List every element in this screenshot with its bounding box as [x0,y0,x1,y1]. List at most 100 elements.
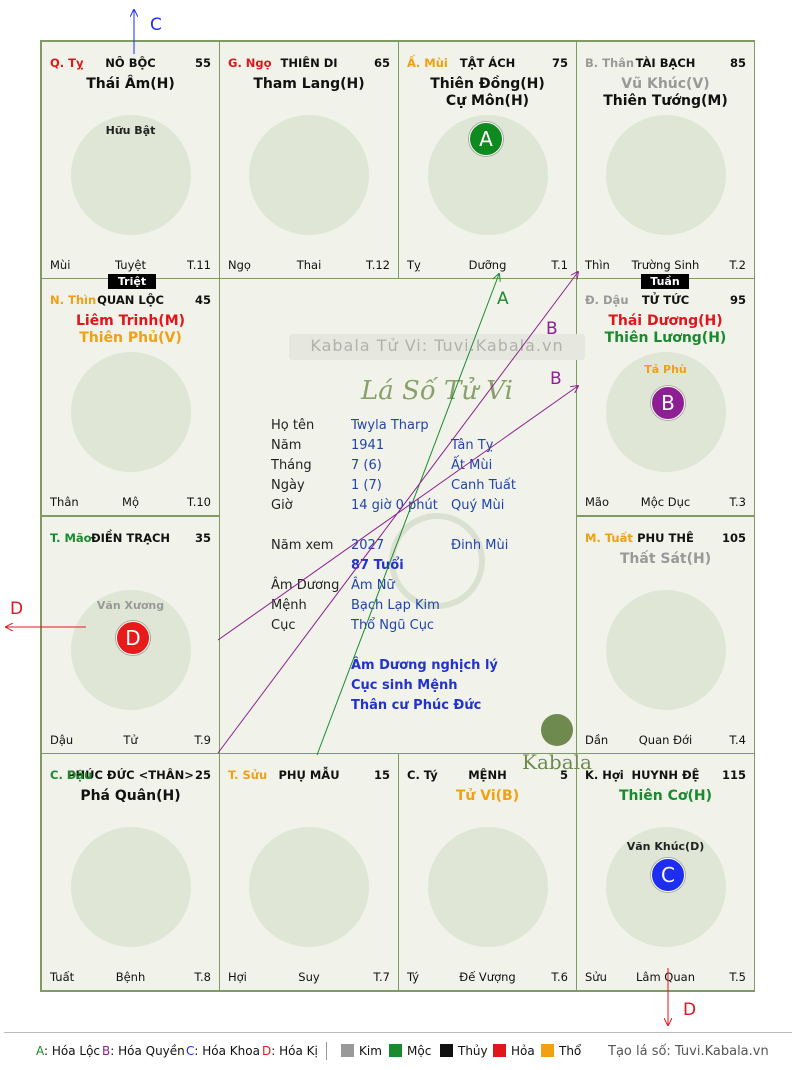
branch-label: Ngọ [228,258,251,272]
legend-divider [4,1032,792,1033]
star-name: Thiên Đồng(H) [430,76,545,92]
palace-cell[interactable]: THIÊN DI G. Ngọ 65 Tham Lang(H) Thai Ngọ T.12 [219,41,399,279]
can-chi-label: T. Sửu [228,768,268,782]
arrow-label-c: C [150,15,162,35]
star-name: Thiên Phủ(V) [79,330,182,346]
month-label: T.5 [729,970,746,984]
palace-cell[interactable]: PHÚC ĐỨC <THÂN> C. Dậu 25 Phá Quân(H) Bệnh Tu… [41,753,220,991]
star-name: Vũ Khúc(V) [621,76,710,92]
major-stars: Thiên Đồng(H) Cự Môn(H) [399,76,576,110]
month-label: T.8 [194,970,211,984]
info-value: Thổ Ngũ Cục [351,618,435,633]
branch-label: Tuất [50,970,75,984]
legend-bar: A: Hóa Lộc B: Hóa Quyền C: Hóa Khoa D: H… [0,1030,796,1070]
tuan-tag: Tuần [641,274,689,289]
palace-header: TẬT ÁCH Ấ. Mùi 75 [407,56,568,70]
watermark-text: Kabala Tử Vi: Tuvi.Kabala.vn [310,336,564,355]
legend-thuy: Thủy [440,1044,488,1058]
palace-footer: Thai Ngọ T.12 [228,258,390,272]
palace-cell[interactable]: HUYNH ĐỆ K. Hợi 115 Thiên Cơ(H) Văn Khúc(D) C… [576,753,755,991]
life-stage: Quan Đới [638,733,693,747]
arrow-label-d1: D [10,599,23,619]
minor-star: Văn Khúc(D) [626,840,705,853]
can-chi-label: B. Thân [585,56,635,70]
legend-kim: Kim [341,1044,382,1058]
palace-footer: Suy Hợi T.7 [228,970,390,984]
palace-header: TÀI BẠCH B. Thân 85 [585,56,746,70]
chart-note: Thân cư Phúc Đức [351,698,482,713]
can-chi-label: Q. Tỵ [50,56,84,70]
month-label: T.7 [373,970,390,984]
info-label: Tháng [271,458,312,473]
can-chi-label: C. Dậu [50,768,93,782]
info-value: Âm Nữ [351,578,395,593]
can-chi-label: N. Thìn [50,293,97,307]
transformation-badge-a: A [469,122,503,156]
palace-cell[interactable]: TỬ TỨC Đ. Dậu 95 Thái Dương(H) Thiên Lương(H… [576,278,755,516]
month-label: T.2 [729,258,746,272]
palace-cell[interactable]: ĐIỀN TRẠCH T. Mão 35 Văn Xương D Tử Dậu T.9 [41,516,220,754]
palace-header: THIÊN DI G. Ngọ 65 [228,56,390,70]
age-range: 115 [721,768,746,782]
transformation-badge-b: B [651,386,685,420]
month-label: T.10 [187,495,211,509]
palace-name: PHỤ MẪU [278,768,340,782]
thuy-swatch [440,1044,453,1057]
age-range: 5 [559,768,568,782]
palace-header: HUYNH ĐỆ K. Hợi 115 [585,768,746,782]
life-stage: Dưỡng [468,258,507,272]
palace-cell[interactable]: PHỤ MẪU T. Sửu 15 Suy Hợi T.7 [219,753,399,991]
palace-cell[interactable]: TẬT ÁCH Ấ. Mùi 75 Thiên Đồng(H) Cự Môn(H) A Dư… [398,41,577,279]
can-chi-label: G. Ngọ [228,56,272,70]
arrow-label-d2: D [683,1000,696,1020]
age-now: 87 Tuổi [351,558,404,573]
minor-star: Văn Xương [96,599,165,612]
palace-header: TỬ TỨC Đ. Dậu 95 [585,293,746,307]
month-label: T.4 [729,733,746,747]
hoa-swatch [493,1044,506,1057]
life-stage: Tử [123,733,138,747]
branch-label: Thìn [585,258,610,272]
branch-label: Dần [585,733,609,747]
horoscope-chart: NÔ BỘC Q. Tỵ 55 Thái Âm(H) Hữu Bật Tuyệt Mùi T.… [40,40,755,992]
minor-star: Hữu Bật [105,124,156,137]
legend-site-link[interactable]: Tạo lá số: Tuvi.Kabala.vn [608,1044,769,1059]
star-name: Thái Dương(H) [608,313,723,329]
age-range: 65 [373,56,390,70]
palace-header: ĐIỀN TRẠCH T. Mão 35 [50,531,211,545]
can-chi-label: Đ. Dậu [585,293,629,307]
legend-moc: Mộc [389,1044,431,1058]
transformation-badge-c: C [651,858,685,892]
center-info-panel: Kabala Tử Vi: Tuvi.Kabala.vn Lá Số Tử Vi… [259,318,615,794]
info-extra: Ất Mùi [451,458,493,473]
info-value: 1 (7) [351,478,382,493]
palace-footer: Bệnh Tuất T.8 [50,970,211,984]
palace-cell[interactable]: PHU THÊ M. Tuất 105 Thất Sát(H) Quan Đới Dần T… [576,516,755,754]
palace-cell[interactable]: TÀI BẠCH B. Thân 85 Vũ Khúc(V) Thiên Tướng(M… [576,41,755,279]
month-label: T.9 [194,733,211,747]
legend-hoa-quyen: B: Hóa Quyền [102,1044,185,1058]
palace-header: NÔ BỘC Q. Tỵ 55 [50,56,211,70]
zodiac-animal-watermark [70,115,191,235]
zodiac-animal-watermark [249,115,369,235]
moc-swatch [389,1044,402,1057]
palace-footer: Mộc Dục Mão T.3 [585,495,746,509]
palace-footer: Mộ Thân T.10 [50,495,211,509]
palace-name: ĐIỀN TRẠCH [90,531,171,545]
branch-label: Mão [585,495,610,509]
major-stars: Thất Sát(H) [577,551,754,568]
kim-swatch [341,1044,354,1057]
palace-header: QUAN LỘC N. Thìn 45 [50,293,211,307]
palace-footer: Đế Vượng Tý T.6 [407,970,568,984]
info-label: Giờ [271,498,293,513]
life-stage: Bệnh [115,970,146,984]
tho-swatch [541,1044,554,1057]
minor-star: Tả Phù [644,363,687,376]
can-chi-label: T. Mão [50,531,92,545]
info-value: Twyla Tharp [351,418,429,433]
palace-cell[interactable]: NÔ BỘC Q. Tỵ 55 Thái Âm(H) Hữu Bật Tuyệt Mùi T.… [41,41,220,279]
month-label: T.6 [551,970,568,984]
major-stars: Tham Lang(H) [220,76,398,93]
palace-cell[interactable]: QUAN LỘC N. Thìn 45 Liêm Trinh(M) Thiên Phủ(… [41,278,220,516]
age-range: 85 [729,56,746,70]
